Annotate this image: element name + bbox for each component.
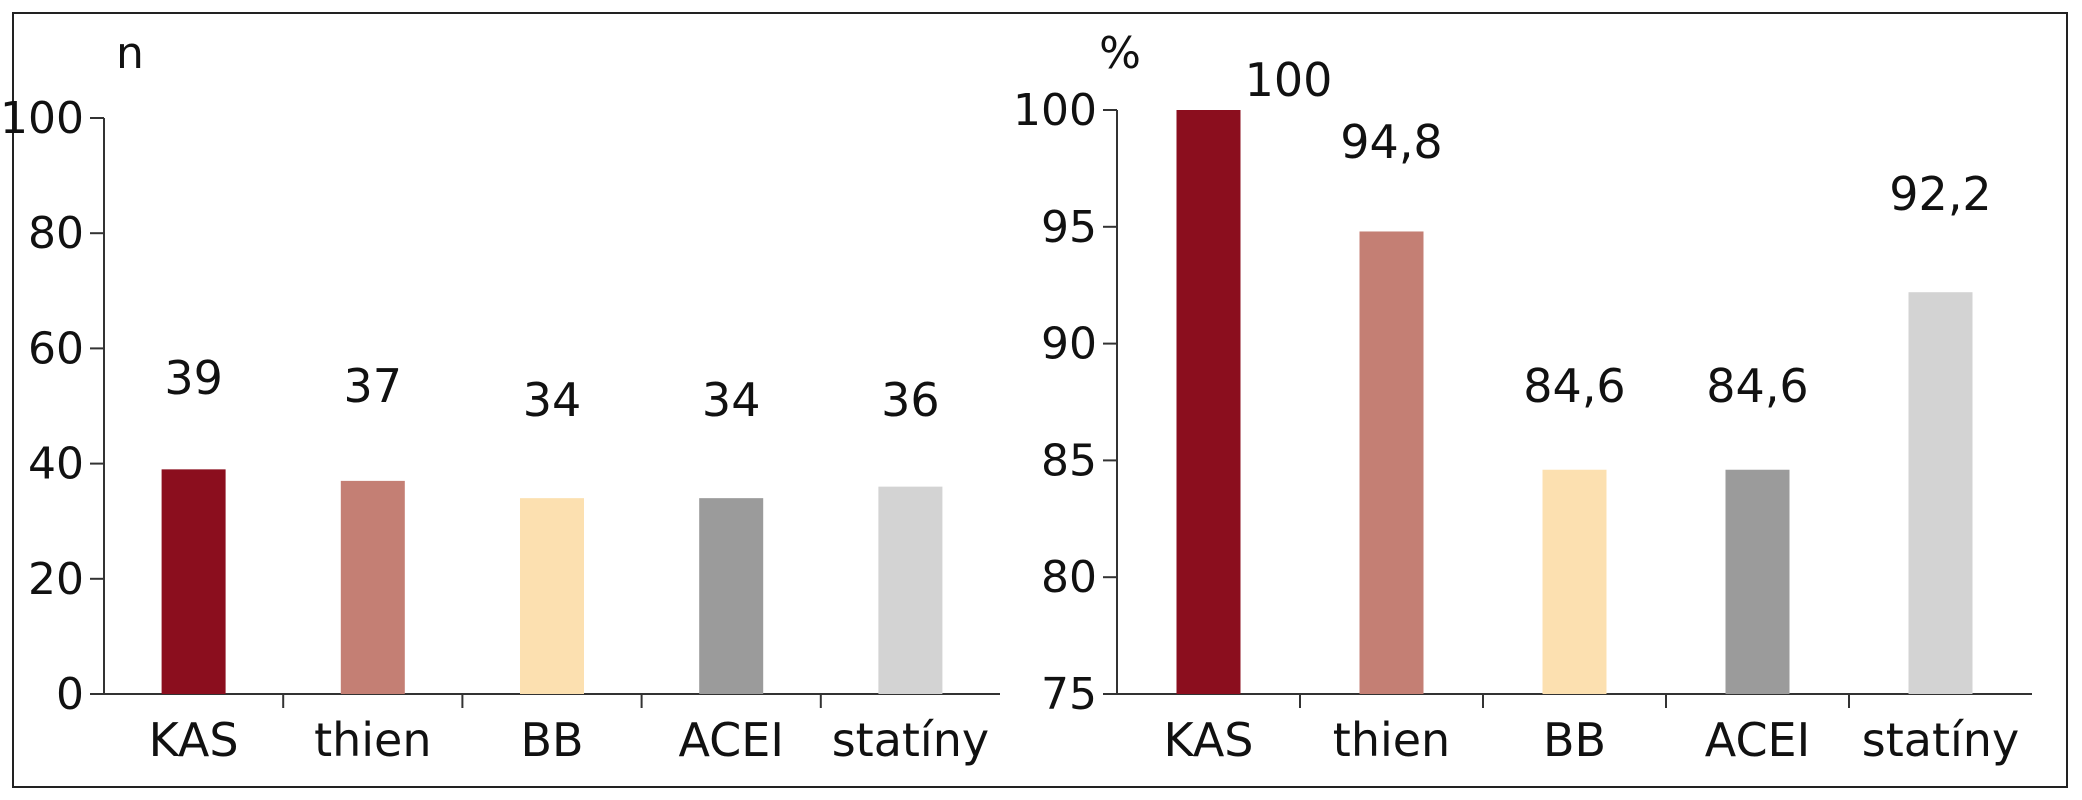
- bar-thien: [340, 480, 405, 694]
- category-label: thien: [314, 713, 431, 767]
- value-label: 34: [523, 373, 582, 427]
- y-tick-label: 60: [28, 323, 84, 374]
- category-label: KAS: [149, 713, 239, 767]
- category-label: statíny: [832, 713, 989, 767]
- y-tick-label: 100: [1013, 85, 1097, 136]
- category-label: statíny: [1862, 713, 2019, 767]
- y-unit-label: n: [116, 28, 144, 79]
- bar-acei: [699, 498, 764, 694]
- y-tick-label: 0: [56, 669, 84, 720]
- bar-kas: [1176, 110, 1241, 694]
- bar-statíny: [1908, 292, 1973, 694]
- value-label: 100: [1245, 53, 1333, 107]
- value-label: 84,6: [1706, 359, 1808, 413]
- y-tick-label: 80: [1041, 552, 1097, 603]
- category-label: thien: [1333, 713, 1450, 767]
- value-label: 36: [881, 373, 940, 427]
- bar-bb: [520, 498, 584, 694]
- y-unit-label: %: [1099, 28, 1141, 79]
- bar-kas: [161, 469, 226, 694]
- bar-bb: [1542, 469, 1607, 694]
- chart-2: % 75 80 85 90 95 100 100 KAS 94,8 thien 84,6 BB 84,6 A…: [1013, 28, 2032, 767]
- y-tick-label: 90: [1041, 319, 1097, 370]
- value-label: 84,6: [1523, 359, 1625, 413]
- value-label: 39: [164, 351, 223, 405]
- value-label: 92,2: [1889, 167, 1991, 221]
- category-label: ACEI: [678, 713, 783, 767]
- bar-statíny: [878, 486, 943, 694]
- category-label: ACEI: [1705, 713, 1810, 767]
- y-tick-label: 100: [0, 93, 84, 144]
- y-tick-label: 80: [28, 208, 84, 259]
- value-label: 37: [344, 359, 403, 413]
- value-label: 94,8: [1340, 115, 1442, 169]
- y-tick-label: 95: [1041, 202, 1097, 253]
- chart-frame: [12, 12, 2068, 788]
- chart-1: n 0 20 40 60 80 100 39 KAS 37 thien 34 BB 34 ACEI 36 sta…: [0, 28, 1000, 767]
- category-label: KAS: [1163, 713, 1253, 767]
- y-tick-label: 20: [28, 554, 84, 605]
- y-tick-label: 85: [1041, 435, 1097, 486]
- category-label: BB: [520, 713, 583, 767]
- category-label: BB: [1543, 713, 1606, 767]
- bar-acei: [1725, 469, 1790, 694]
- value-label: 34: [702, 373, 761, 427]
- y-tick-label: 40: [28, 439, 84, 490]
- bar-thien: [1359, 231, 1424, 695]
- y-tick-label: 75: [1041, 669, 1097, 720]
